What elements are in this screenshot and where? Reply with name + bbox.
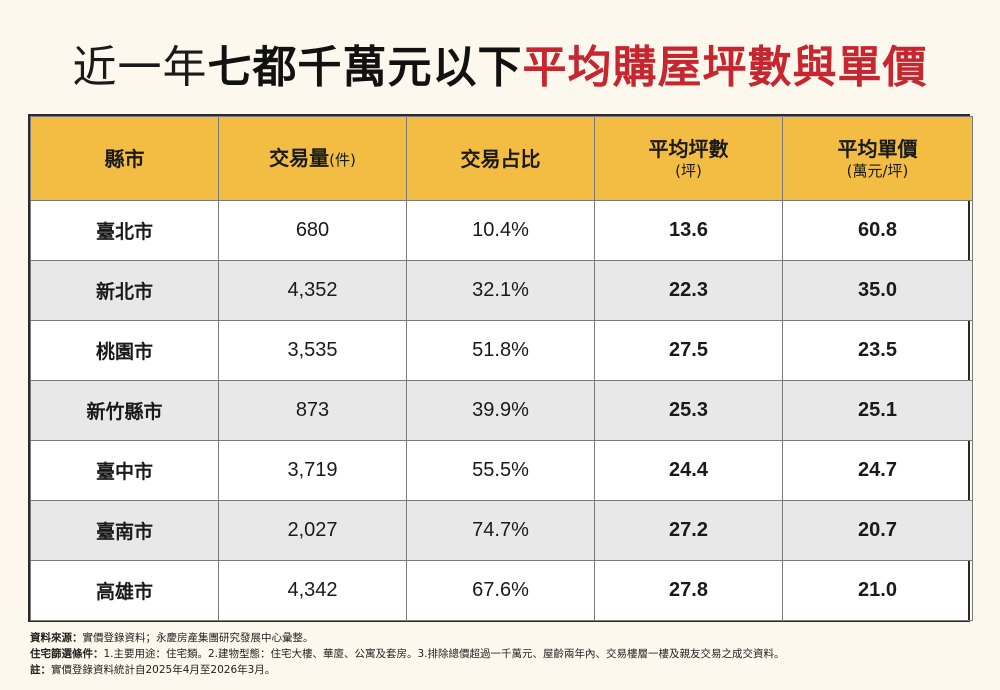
table-row: 新北市 4,352 32.1% 22.3 35.0 — [30, 260, 973, 321]
table-row: 桃園市 3,535 51.8% 27.5 23.5 — [30, 320, 973, 381]
table-row: 高雄市 4,342 67.6% 27.8 21.0 — [30, 560, 973, 621]
header-avg-area: 平均坪數 (坪) — [594, 116, 783, 201]
table-row: 臺南市 2,027 74.7% 27.2 20.7 — [30, 500, 973, 561]
cell-avg-area: 22.3 — [594, 260, 783, 321]
cell-share: 51.8% — [406, 320, 595, 381]
cell-avg-area: 27.2 — [594, 500, 783, 561]
cell-share: 39.9% — [406, 380, 595, 441]
title-part-3: 平均購屋坪數與單價 — [522, 42, 928, 93]
title-part-1: 近一年 — [72, 42, 208, 93]
cell-volume: 2,027 — [218, 500, 407, 561]
cell-avg-price: 23.5 — [782, 320, 973, 381]
cell-city: 臺中市 — [30, 440, 219, 501]
cell-share: 67.6% — [406, 560, 595, 621]
cell-city: 高雄市 — [30, 560, 219, 621]
cell-avg-area: 27.8 — [594, 560, 783, 621]
cell-avg-price: 25.1 — [782, 380, 973, 441]
cell-city: 新北市 — [30, 260, 219, 321]
cell-avg-area: 24.4 — [594, 440, 783, 501]
cell-volume: 3,535 — [218, 320, 407, 381]
filter-note: 住宅篩選條件：1.主要用途：住宅類。2.建物型態：住宅大樓、華廈、公寓及套房。3… — [30, 648, 785, 660]
cell-share: 32.1% — [406, 260, 595, 321]
cell-city: 臺南市 — [30, 500, 219, 561]
cell-city: 新竹縣市 — [30, 380, 219, 441]
source-note: 資料來源：實價登錄資料；永慶房產集團研究發展中心彙整。 — [30, 632, 314, 644]
cell-avg-price: 21.0 — [782, 560, 973, 621]
table-row: 臺北市 680 10.4% 13.6 60.8 — [30, 200, 973, 261]
header-volume: 交易量(件) — [218, 116, 407, 201]
period-note: 註：實價登錄資料統計自2025年4月至2026年3月。 — [30, 664, 276, 676]
table-row: 新竹縣市 873 39.9% 25.3 25.1 — [30, 380, 973, 441]
cell-avg-price: 20.7 — [782, 500, 973, 561]
cell-volume: 4,352 — [218, 260, 407, 321]
cell-avg-price: 35.0 — [782, 260, 973, 321]
cell-avg-area: 25.3 — [594, 380, 783, 441]
header-avg-area-unit: (坪) — [675, 161, 702, 180]
cell-avg-area: 13.6 — [594, 200, 783, 261]
page-title: 近一年七都千萬元以下平均購屋坪數與單價 — [0, 38, 1000, 98]
cell-share: 74.7% — [406, 500, 595, 561]
table-header-row: 縣市 交易量(件) 交易占比 平均坪數 (坪) 平均單價 (萬元/坪) — [30, 116, 973, 201]
footnotes: 資料來源：實價登錄資料；永慶房產集團研究發展中心彙整。 住宅篩選條件：1.主要用… — [30, 630, 970, 678]
cell-avg-price: 60.8 — [782, 200, 973, 261]
data-table: 縣市 交易量(件) 交易占比 平均坪數 (坪) 平均單價 (萬元/坪) 臺北市 68… — [30, 116, 973, 621]
header-avg-price-unit: (萬元/坪) — [846, 161, 909, 180]
cell-volume: 680 — [218, 200, 407, 261]
table-row: 臺中市 3,719 55.5% 24.4 24.7 — [30, 440, 973, 501]
cell-city: 臺北市 — [30, 200, 219, 261]
header-avg-price: 平均單價 (萬元/坪) — [782, 116, 973, 201]
cell-volume: 873 — [218, 380, 407, 441]
header-city: 縣市 — [30, 116, 219, 201]
cell-share: 55.5% — [406, 440, 595, 501]
data-table-container: 縣市 交易量(件) 交易占比 平均坪數 (坪) 平均單價 (萬元/坪) 臺北市 68… — [28, 114, 973, 622]
cell-volume: 4,342 — [218, 560, 407, 621]
cell-city: 桃園市 — [30, 320, 219, 381]
header-share: 交易占比 — [406, 116, 595, 201]
cell-volume: 3,719 — [218, 440, 407, 501]
cell-avg-price: 24.7 — [782, 440, 973, 501]
header-volume-unit: (件) — [329, 150, 356, 169]
cell-avg-area: 27.5 — [594, 320, 783, 381]
title-part-2: 七都千萬元以下 — [207, 42, 523, 93]
cell-share: 10.4% — [406, 200, 595, 261]
